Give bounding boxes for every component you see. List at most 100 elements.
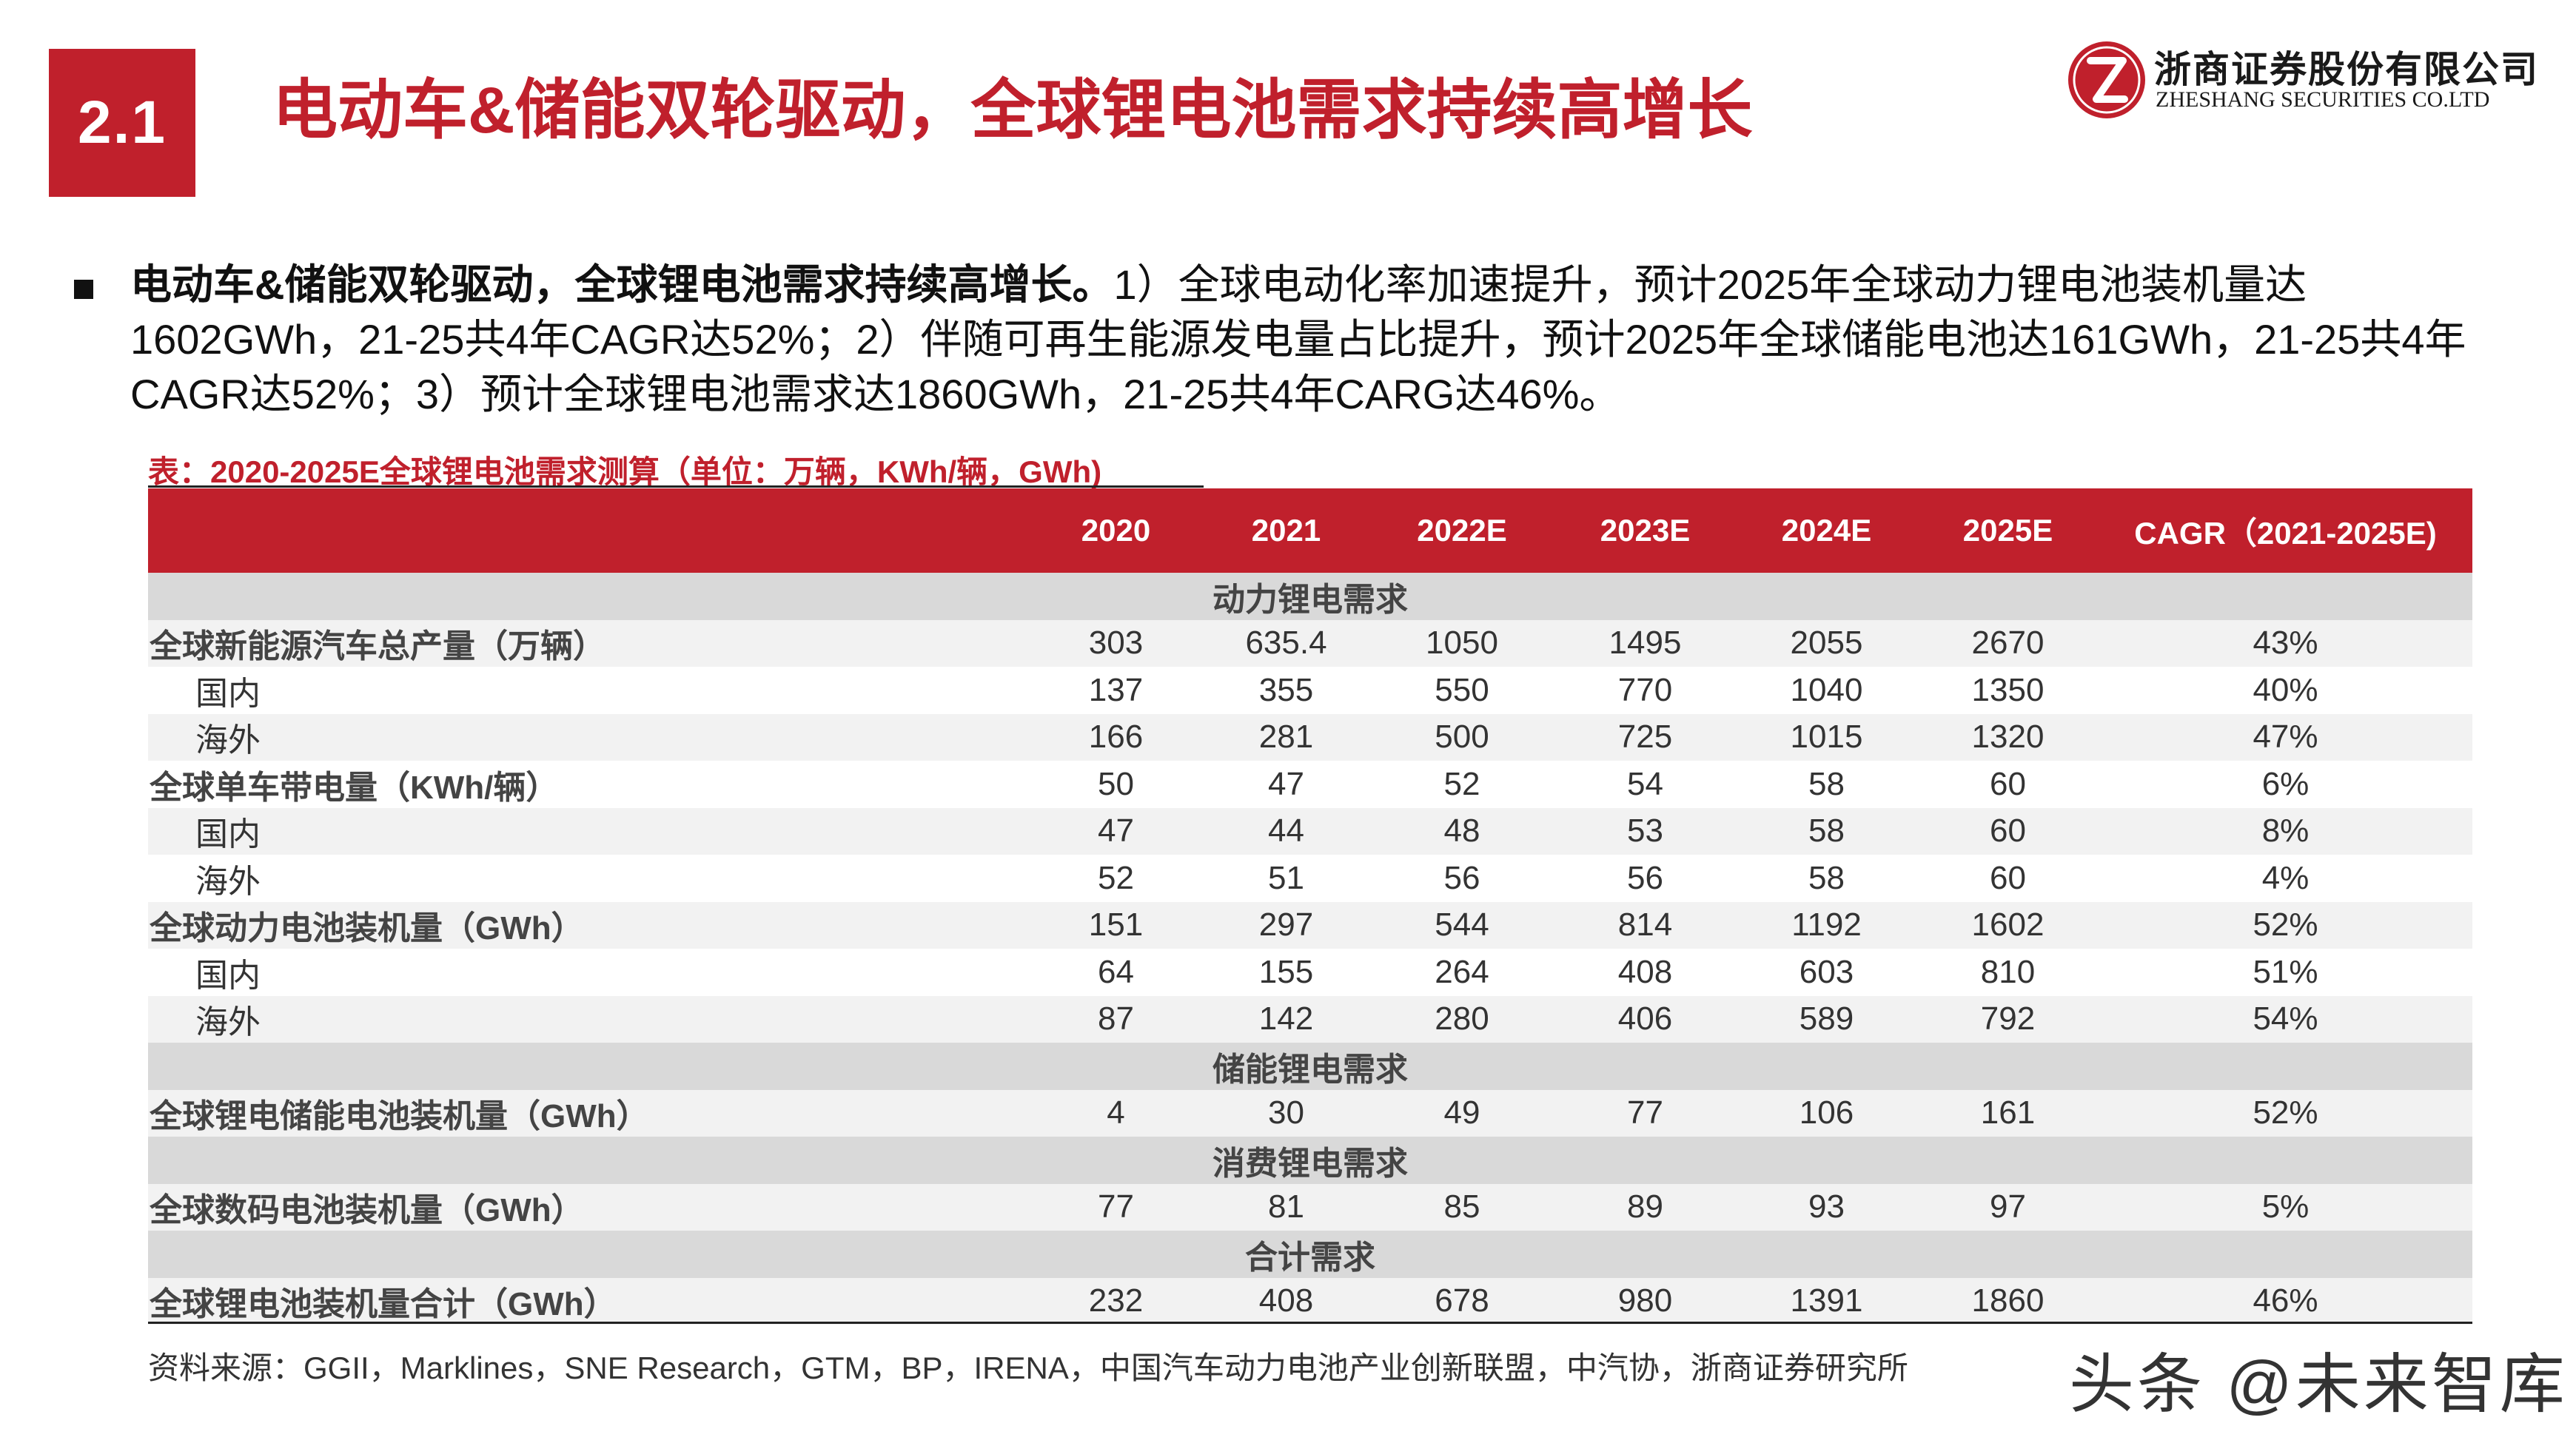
company-name-cn: 浙商证券股份有限公司 [2154,49,2539,90]
row-label: 海外 [195,863,261,900]
table-cell: 550 [1435,671,1489,708]
table-cell: 1602 [1971,906,2045,944]
row-label: 国内 [195,816,261,853]
table-cell: 77 [1098,1188,1134,1225]
company-logo: 浙商证券股份有限公司 ZHESHANG SECURITIES CO.LTD [2065,38,2538,120]
table-cell: 60 [1990,859,2026,896]
table-cell: 48 [1443,813,1480,850]
table-cell: 53 [1627,813,1663,850]
column-header: 2023E [1600,513,1691,548]
table-cell: 281 [1258,719,1314,756]
table-row: 全球锂电池装机量合计（GWh） 232 408 678 980 1391 186… [148,1277,2472,1325]
table-cell: 603 [1799,953,1854,990]
table-cell: 5% [2261,1188,2310,1225]
table-cell: 106 [1799,1094,1854,1131]
section-header-row: 储能锂电需求 [148,1043,2472,1090]
bullet-square-icon [74,280,93,299]
table-cell: 47 [1098,813,1134,850]
table-cell: 47 [1268,765,1304,802]
table-row: 海外 87 142 280 406 589 792 54% [148,995,2472,1043]
table-cell: 500 [1435,719,1489,756]
section-number: 2.1 [78,89,167,156]
section-number-badge: 2.1 [49,49,195,197]
table-cell: 166 [1088,719,1144,756]
table-row: 国内 64 155 264 408 603 810 51% [148,949,2472,996]
table-cell: 44 [1268,813,1304,850]
table-cell: 1050 [1426,625,1498,662]
table-cell: 93 [1808,1188,1845,1225]
table-cell: 406 [1617,1000,1673,1037]
column-header: 2020 [1081,513,1151,548]
table-cell: 60 [1990,813,2026,850]
column-header: 2024E [1781,513,1872,548]
table-cell: 770 [1617,671,1673,708]
table-cell: 46% [2253,1282,2318,1319]
row-label: 全球动力电池装机量（GWh） [150,910,584,947]
table-cell: 589 [1799,1000,1854,1037]
table-cell: 58 [1808,813,1845,850]
column-header: CAGR（2021-2025E) [2134,515,2437,551]
section-header-row: 动力锂电需求 [148,573,2472,620]
table-cell: 89 [1627,1188,1663,1225]
table-cell: 280 [1435,1000,1489,1037]
table-bottom-rule [148,1322,2472,1324]
row-label: 全球单车带电量（KWh/辆） [150,769,559,806]
row-label: 国内 [195,957,261,994]
section-header-row: 消费锂电需求 [148,1137,2472,1184]
table-cell: 1320 [1971,719,2045,756]
table-row: 海外 166 281 500 725 1015 1320 47% [148,713,2472,761]
caption-underline [148,485,1204,488]
table-cell: 151 [1088,906,1144,944]
table-row: 全球锂电储能电池装机量（GWh） 4 30 49 77 106 161 52% [148,1089,2472,1137]
table-cell: 1391 [1790,1282,1863,1319]
table-cell: 52 [1098,859,1134,896]
table-cell: 49 [1443,1094,1480,1131]
table-cell: 6% [2261,765,2310,802]
table-cell: 54% [2253,1000,2318,1037]
row-label: 全球锂电池装机量合计（GWh） [150,1286,617,1323]
table-cell: 355 [1258,671,1314,708]
table-cell: 54 [1627,765,1663,802]
demand-table: 2020 2021 2022E 2023E 2024E 2025E CAGR（2… [148,488,2472,1325]
table-cell: 635.4 [1245,625,1327,662]
row-label: 海外 [195,1004,261,1041]
summary-bullet: 电动车&储能双轮驱动，全球锂电池需求持续高增长。1）全球电动化率加速提升，预计2… [74,258,2480,422]
column-header: 2025E [1962,513,2053,548]
table-cell: 2055 [1790,625,1863,662]
table-cell: 43% [2253,625,2318,662]
table-cell: 137 [1088,671,1144,708]
table-cell: 810 [1980,953,2036,990]
table-cell: 1192 [1791,906,1862,944]
table-cell: 297 [1258,906,1314,944]
table-cell: 87 [1098,1000,1134,1037]
watermark: 头条 @未来智库 [2069,1348,2568,1421]
table-cell: 58 [1808,859,1845,896]
row-label: 海外 [195,722,261,759]
table-cell: 97 [1990,1188,2026,1225]
row-label: 全球新能源汽车总产量（万辆） [150,628,606,665]
table-cell: 1860 [1971,1282,2045,1319]
table-cell: 792 [1980,1000,2036,1037]
row-label: 全球数码电池装机量（GWh） [150,1192,584,1229]
table-row: 国内 137 355 550 770 1040 1350 40% [148,667,2472,714]
table-cell: 232 [1088,1282,1144,1319]
table-cell: 77 [1627,1094,1663,1131]
row-label: 国内 [195,675,261,712]
row-label: 全球锂电储能电池装机量（GWh） [150,1098,649,1135]
table-cell: 1040 [1790,671,1863,708]
table-cell: 4% [2261,859,2310,896]
table-cell: 52% [2253,906,2318,944]
table-cell: 56 [1627,859,1663,896]
table-cell: 814 [1617,906,1673,944]
table-row: 全球数码电池装机量（GWh） 77 81 85 89 93 97 5% [148,1183,2472,1231]
table-cell: 408 [1617,953,1673,990]
table-cell: 544 [1435,906,1489,944]
table-cell: 81 [1268,1188,1304,1225]
column-header: 2021 [1251,513,1321,548]
table-cell: 980 [1617,1282,1673,1319]
column-header: 2022E [1417,513,1507,548]
table-cell: 58 [1808,765,1845,802]
table-cell: 52% [2253,1094,2318,1131]
table-cell: 47% [2253,719,2318,756]
table-cell: 1350 [1971,671,2045,708]
